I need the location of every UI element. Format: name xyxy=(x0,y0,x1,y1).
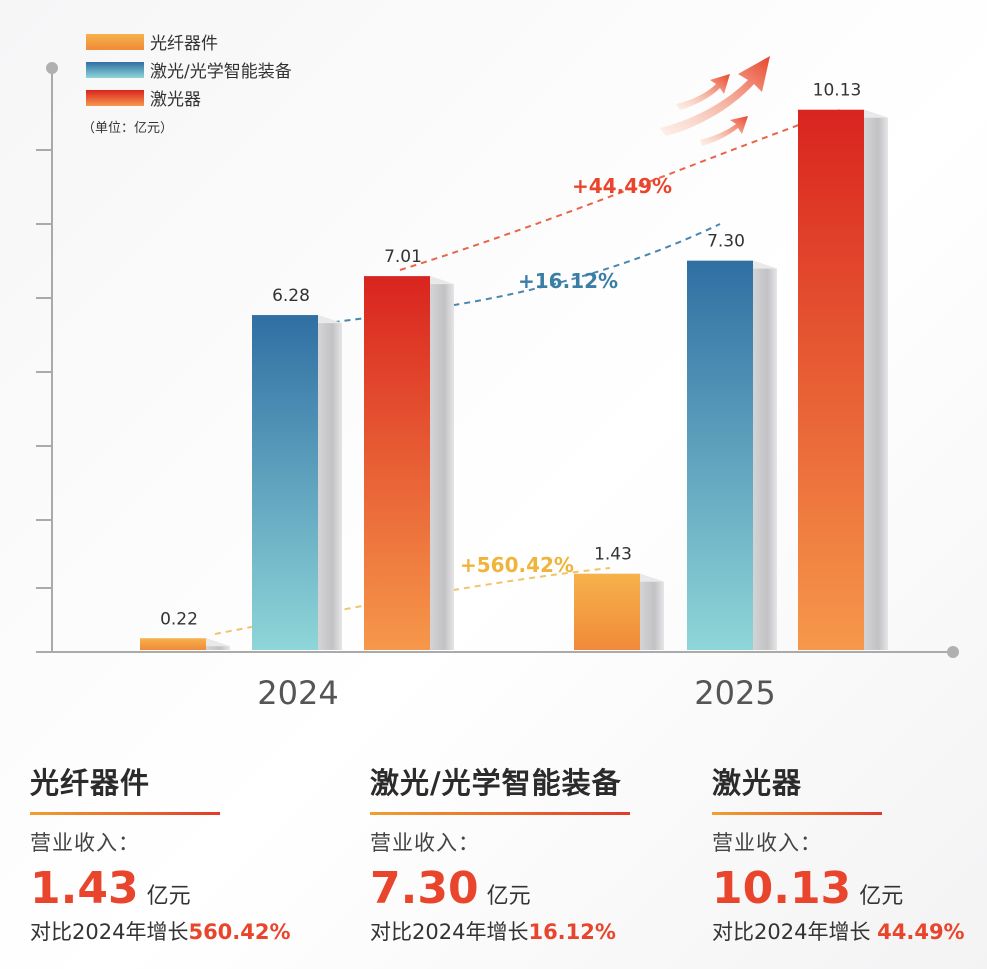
card-growth-value: 16.12% xyxy=(528,920,616,944)
card-value: 7.30 xyxy=(370,863,479,914)
y-axis xyxy=(46,62,58,652)
legend-swatch-equipment xyxy=(86,62,144,78)
card-unit: 亿元 xyxy=(859,884,904,909)
bar-equipment-2024-side xyxy=(318,315,342,650)
bar-fiber-2025-side xyxy=(640,573,664,650)
summary-card-laser: 激光器 营业收入： 10.13 亿元 对比2024年增长 44.49% xyxy=(712,760,965,946)
value-label-equipment-2025: 7.30 xyxy=(707,232,745,252)
card-label: 营业收入： xyxy=(30,831,140,855)
bar-equipment-2025 xyxy=(687,260,777,650)
y-axis-ticks xyxy=(36,149,52,589)
card-title: 光纤器件 xyxy=(30,766,151,800)
card-title-underline xyxy=(370,812,630,815)
card-growth-prefix: 对比2024年增长 xyxy=(30,920,189,944)
bar-laser-2025-side xyxy=(864,109,888,650)
card-title-underline xyxy=(712,812,882,815)
legend-item-equipment: 激光/光学智能装备 xyxy=(86,62,292,82)
x-axis xyxy=(36,646,959,658)
bar-laser-2024-front xyxy=(364,276,430,650)
unit-note: （单位：亿元） xyxy=(82,121,173,136)
growth-label-fiber: +560.42% xyxy=(460,553,574,577)
card-title: 激光器 xyxy=(712,766,803,800)
card-growth-value: 560.42% xyxy=(188,920,291,944)
card-value-row: 10.13 亿元 xyxy=(712,863,903,914)
x-tick-label-2024: 2024 xyxy=(257,674,338,712)
legend-item-laser: 激光器 xyxy=(86,90,201,110)
bar-fiber-2025-front xyxy=(574,573,640,650)
bar-fiber-2024 xyxy=(140,638,230,650)
card-growth-prefix: 对比2024年增长 xyxy=(712,920,878,944)
card-unit: 亿元 xyxy=(146,884,191,909)
card-growth: 对比2024年增长16.12% xyxy=(370,916,630,946)
card-unit: 亿元 xyxy=(486,884,531,909)
card-title-underline xyxy=(30,812,220,815)
summary-card-equipment: 激光/光学智能装备 营业收入： 7.30 亿元 对比2024年增长16.12% xyxy=(370,760,630,946)
growth-label-laser: +44.49% xyxy=(572,174,672,198)
bar-fiber-2024-front xyxy=(140,638,206,650)
card-value-row: 1.43 亿元 xyxy=(30,863,220,914)
rising-arrow-icon xyxy=(660,56,770,146)
bar-equipment-2025-front xyxy=(687,260,753,650)
bar-equipment-2025-side xyxy=(753,260,777,650)
bar-laser-2024 xyxy=(364,276,454,650)
card-value-row: 7.30 亿元 xyxy=(370,863,630,914)
bar-laser-2024-side xyxy=(430,276,454,650)
legend-label-equipment: 激光/光学智能装备 xyxy=(150,62,292,82)
legend-swatch-fiber xyxy=(86,34,144,50)
value-label-fiber-2025: 1.43 xyxy=(594,545,632,565)
card-label: 营业收入： xyxy=(370,831,480,855)
card-growth-value: 44.49% xyxy=(877,920,965,944)
card-value: 1.43 xyxy=(30,863,139,914)
growth-curve-laser xyxy=(399,109,841,271)
card-value: 10.13 xyxy=(712,863,852,914)
bar-equipment-2024-front xyxy=(252,315,318,650)
legend-label-fiber: 光纤器件 xyxy=(150,34,218,54)
bar-fiber-2025 xyxy=(574,573,664,650)
legend-swatch-laser xyxy=(86,90,144,106)
growth-curve-equipment xyxy=(289,223,721,329)
summary-cards: 光纤器件 营业收入： 1.43 亿元 对比2024年增长560.42% 激光/光学… xyxy=(0,760,987,969)
legend-item-fiber: 光纤器件 xyxy=(86,34,218,54)
growth-label-equipment: +16.12% xyxy=(518,269,618,293)
card-growth: 对比2024年增长 44.49% xyxy=(712,916,965,946)
bar-equipment-2024 xyxy=(252,315,342,650)
card-title: 激光/光学智能装备 xyxy=(370,766,622,800)
value-label-laser-2025: 10.13 xyxy=(813,81,862,101)
value-label-fiber-2024: 0.22 xyxy=(160,609,198,629)
x-tick-label-2025: 2025 xyxy=(694,674,775,712)
bar-chart: 光纤器件 激光/光学智能装备 激光器 （单位：亿元） +560.42% +16.… xyxy=(36,34,959,712)
card-label: 营业收入： xyxy=(712,831,822,855)
value-label-equipment-2024: 6.28 xyxy=(272,286,310,306)
legend: 光纤器件 激光/光学智能装备 激光器 （单位：亿元） xyxy=(82,34,292,136)
bar-laser-2025-front xyxy=(798,109,864,650)
legend-label-laser: 激光器 xyxy=(150,90,201,110)
card-growth: 对比2024年增长560.42% xyxy=(30,916,291,946)
summary-card-fiber: 光纤器件 营业收入： 1.43 亿元 对比2024年增长560.42% xyxy=(30,760,291,946)
bar-laser-2025 xyxy=(798,109,888,650)
card-growth-prefix: 对比2024年增长 xyxy=(370,920,529,944)
value-label-laser-2024: 7.01 xyxy=(384,247,422,267)
